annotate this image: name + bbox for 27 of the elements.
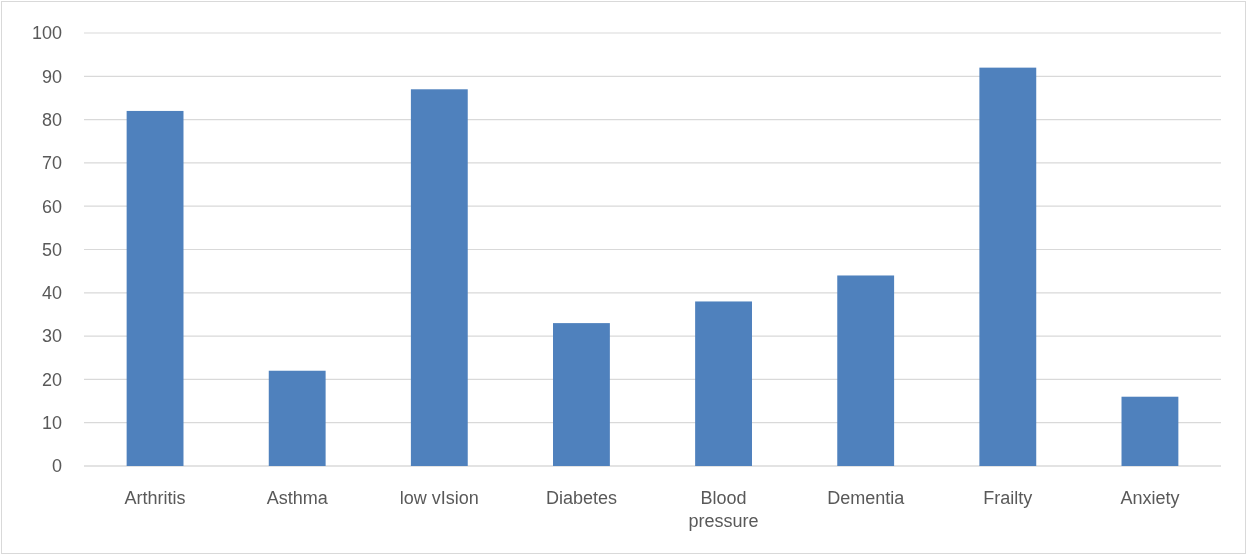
bar xyxy=(837,275,895,466)
y-tick-label: 0 xyxy=(51,456,62,477)
y-tick-label: 30 xyxy=(41,326,62,347)
x-tick-label: Frailty xyxy=(983,488,1033,508)
x-tick-label: Anxiety xyxy=(1120,488,1180,508)
x-tick-label: Diabetes xyxy=(545,488,617,508)
bar xyxy=(695,301,752,466)
y-tick-label: 70 xyxy=(41,153,62,174)
bar xyxy=(1121,396,1179,466)
y-tick-label: 50 xyxy=(41,239,62,260)
y-tick-label: 90 xyxy=(41,66,62,87)
y-tick-label: 60 xyxy=(41,196,62,217)
y-tick-label: 10 xyxy=(41,413,62,433)
x-tick-label: low vIsion xyxy=(399,488,479,508)
x-tick-label: Arthritis xyxy=(124,488,186,508)
x-tick-label: Blood pressure xyxy=(688,488,759,531)
y-tick-label: 40 xyxy=(41,283,62,304)
y-tick-label: 100 xyxy=(31,23,62,44)
bar xyxy=(979,67,1037,466)
y-tick-label: 80 xyxy=(41,109,62,130)
x-tick-label: Asthma xyxy=(266,488,329,508)
bar xyxy=(268,370,326,466)
bar xyxy=(553,323,610,466)
bar xyxy=(126,110,184,466)
y-tick-label: 20 xyxy=(41,369,62,390)
bar xyxy=(410,89,468,466)
x-tick-label: Dementia xyxy=(827,488,906,508)
